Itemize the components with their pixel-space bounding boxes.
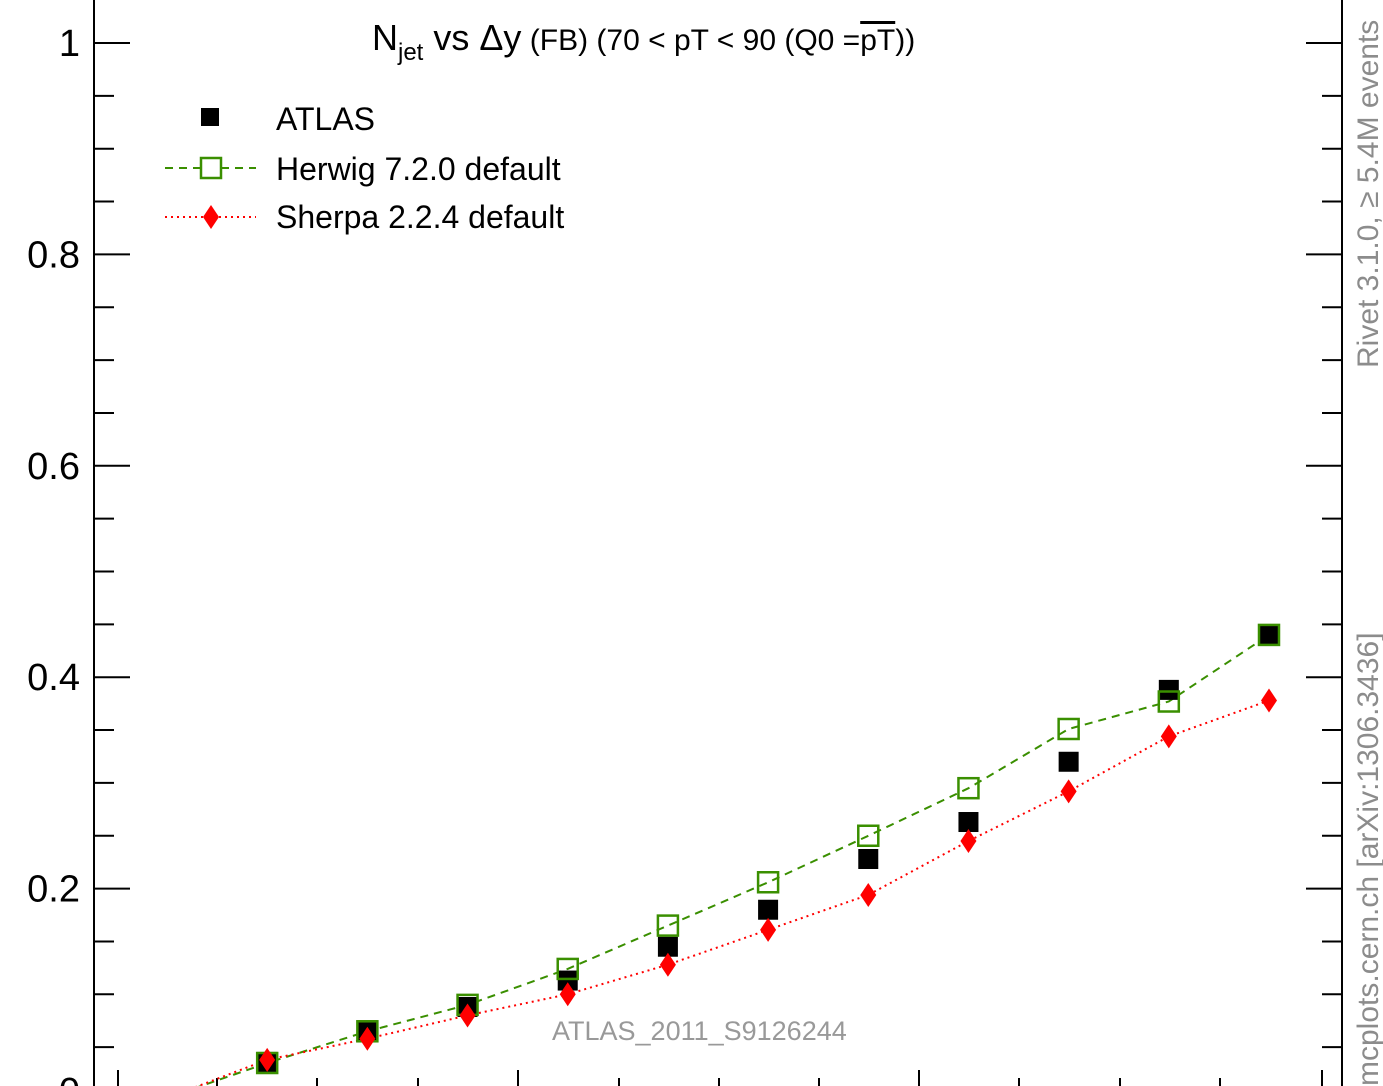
legend-marker-herwig (199, 156, 223, 180)
y-tick-label: 0.8 (27, 234, 80, 276)
data-point-sherpa (760, 917, 777, 942)
legend-label-herwig: Herwig 7.2.0 default (276, 151, 561, 187)
side-label-rivet: Rivet 3.1.0, ≥ 5.4M events (1352, 20, 1383, 368)
data-point-sherpa (1160, 724, 1177, 749)
data-point-sherpa (860, 882, 877, 907)
series-line-2 (195, 699, 1270, 1086)
data-point-herwig (556, 957, 579, 981)
data-point-sherpa (659, 952, 676, 977)
y-tick-label-zero: 0 (59, 1071, 80, 1086)
chart-title: Njet vs Δy (FB) (70 < pT < 90 (Q0 =pT)) (372, 17, 915, 66)
data-point-sherpa (359, 1026, 376, 1051)
plot-frame (93, 0, 1343, 1086)
series-layer (166, 623, 1281, 1086)
data-point-sherpa (1261, 688, 1277, 713)
data-point-herwig (1057, 717, 1080, 741)
data-point-sherpa (459, 1003, 476, 1028)
legend-marker-atlas (201, 108, 219, 126)
data-point-herwig (1157, 690, 1181, 713)
legend-label-sherpa: Sherpa 2.2.4 default (276, 199, 564, 235)
data-point-atlas (557, 970, 578, 991)
data-point-sherpa (960, 829, 977, 854)
y-tick-label: 0.2 (27, 869, 80, 911)
legend: ATLAS Herwig 7.2.0 default Sherpa 2.2.4 … (165, 101, 564, 235)
y-tick-label: 0.4 (27, 657, 80, 699)
data-point-herwig (1257, 623, 1281, 647)
analysis-watermark: ATLAS_2011_S9126244 (552, 1016, 847, 1046)
data-point-atlas (657, 936, 678, 957)
y-tick-label: 0.6 (27, 446, 80, 488)
x-axis-ticks (117, 1070, 1323, 1086)
data-point-atlas (958, 812, 979, 833)
data-point-atlas (1259, 624, 1279, 645)
legend-label-atlas: ATLAS (276, 101, 375, 137)
data-point-herwig (957, 776, 980, 800)
y-tick-label: 1 (59, 23, 80, 65)
data-point-sherpa (559, 982, 576, 1007)
data-point-herwig (857, 824, 880, 847)
data-point-atlas (758, 899, 779, 920)
side-label-mcplots: mcplots.cern.ch [arXiv:1306.3436] (1352, 632, 1383, 1086)
data-point-atlas (1058, 751, 1079, 772)
data-point-sherpa (1060, 779, 1077, 804)
data-point-atlas (1158, 679, 1179, 700)
data-point-sherpa (259, 1047, 276, 1072)
series-line-1 (198, 634, 1270, 1086)
legend-marker-sherpa (203, 205, 219, 229)
data-point-herwig (756, 871, 780, 894)
data-point-herwig (656, 914, 680, 937)
y-axis-ticks: 0.2 0.4 0.6 0.8 1 0 (27, 23, 1342, 1086)
data-point-atlas (858, 849, 879, 870)
